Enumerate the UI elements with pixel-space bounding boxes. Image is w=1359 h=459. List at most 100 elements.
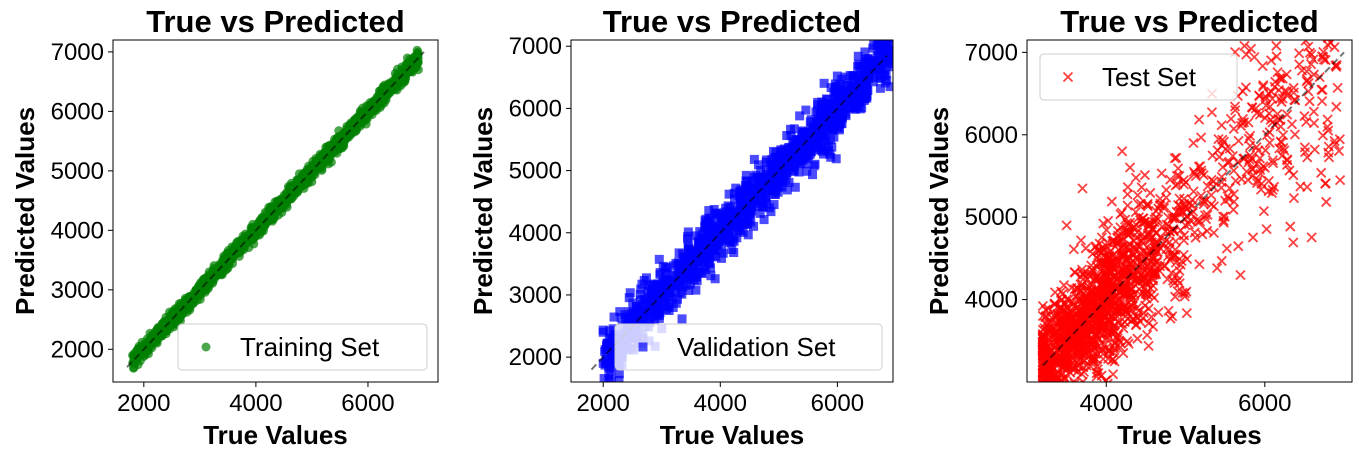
data-point <box>1115 260 1126 272</box>
data-point <box>1272 108 1283 120</box>
data-point <box>1261 224 1272 235</box>
data-point <box>829 87 839 97</box>
data-point <box>817 129 827 139</box>
data-point <box>1162 274 1173 285</box>
data-point <box>1117 249 1128 260</box>
data-point <box>725 209 735 219</box>
data-point <box>677 260 687 270</box>
data-point <box>1264 127 1275 138</box>
data-point <box>1042 435 1051 444</box>
data-point <box>599 374 609 382</box>
data-point <box>790 182 800 192</box>
data-point <box>1153 307 1164 318</box>
data-point <box>677 314 687 324</box>
data-point <box>664 280 674 290</box>
data-point <box>1282 109 1293 120</box>
data-point <box>1181 307 1192 319</box>
data-point <box>646 300 656 310</box>
data-point <box>1053 331 1065 343</box>
data-point <box>1238 117 1250 128</box>
data-point <box>670 278 680 288</box>
data-point <box>644 280 654 290</box>
data-point <box>1039 380 1050 382</box>
data-point <box>1038 402 1047 411</box>
data-point <box>663 287 673 297</box>
data-point <box>1069 267 1080 278</box>
data-point <box>796 151 806 161</box>
data-point <box>655 268 665 278</box>
data-point <box>1263 88 1274 99</box>
data-point <box>762 155 772 165</box>
reference-line <box>126 51 425 368</box>
data-point <box>1217 134 1228 145</box>
data-point <box>1216 171 1227 183</box>
data-point <box>879 26 888 35</box>
data-point <box>1059 329 1070 340</box>
data-point <box>1050 391 1059 400</box>
data-point <box>812 138 822 148</box>
data-point <box>825 149 835 159</box>
data-point <box>1293 48 1305 59</box>
data-point <box>614 375 624 382</box>
data-point <box>829 132 839 142</box>
data-point <box>1195 132 1207 143</box>
data-point <box>641 273 651 283</box>
data-point <box>648 285 658 295</box>
data-point <box>1198 199 1209 210</box>
data-point <box>1038 384 1047 393</box>
data-point <box>1126 283 1137 294</box>
data-point <box>1332 82 1343 94</box>
data-point <box>1247 232 1259 243</box>
data-point <box>862 93 872 103</box>
data-point <box>1044 403 1053 412</box>
chart-title: True vs Predicted <box>1060 4 1318 39</box>
data-point <box>1149 246 1160 257</box>
y-tick-label: 2000 <box>51 336 104 363</box>
data-point <box>1271 51 1282 62</box>
data-point <box>691 231 701 241</box>
data-point <box>817 107 827 117</box>
data-point <box>1266 55 1277 66</box>
data-point <box>702 223 712 233</box>
data-point <box>1299 142 1311 153</box>
data-point <box>1233 241 1244 252</box>
chart-title: True vs Predicted <box>603 4 861 39</box>
legend-label: Training Set <box>240 332 380 362</box>
legend-marker <box>1062 71 1074 83</box>
data-point <box>1133 199 1144 210</box>
data-point <box>1057 392 1066 401</box>
data-point <box>222 248 232 258</box>
data-point <box>880 24 889 33</box>
data-point <box>1242 174 1254 186</box>
x-axis-label: True Values <box>660 420 805 450</box>
y-tick-label: 4000 <box>965 287 1018 314</box>
data-point <box>1063 294 1074 305</box>
data-point <box>1119 249 1130 260</box>
data-point <box>1074 347 1085 358</box>
data-point <box>691 285 701 295</box>
data-point <box>1053 401 1062 410</box>
data-point <box>1111 306 1122 317</box>
data-point <box>1059 372 1070 382</box>
data-point <box>1111 331 1122 342</box>
data-point <box>1040 378 1051 382</box>
data-point <box>684 285 694 295</box>
data-point <box>784 177 794 187</box>
data-point <box>1197 229 1208 240</box>
data-point <box>188 299 198 309</box>
data-point <box>1094 314 1105 325</box>
data-point <box>1178 230 1190 241</box>
data-point <box>1288 237 1299 248</box>
data-point <box>1156 168 1167 179</box>
data-point <box>1334 174 1346 186</box>
data-point <box>1331 101 1342 112</box>
data-point <box>1037 373 1048 382</box>
data-point <box>1056 385 1065 394</box>
data-point <box>1286 119 1298 130</box>
data-point <box>1039 384 1048 393</box>
data-point <box>1090 241 1102 252</box>
data-point <box>1038 396 1047 405</box>
data-point <box>1170 291 1181 302</box>
data-point <box>689 247 699 257</box>
data-point <box>1109 282 1120 293</box>
